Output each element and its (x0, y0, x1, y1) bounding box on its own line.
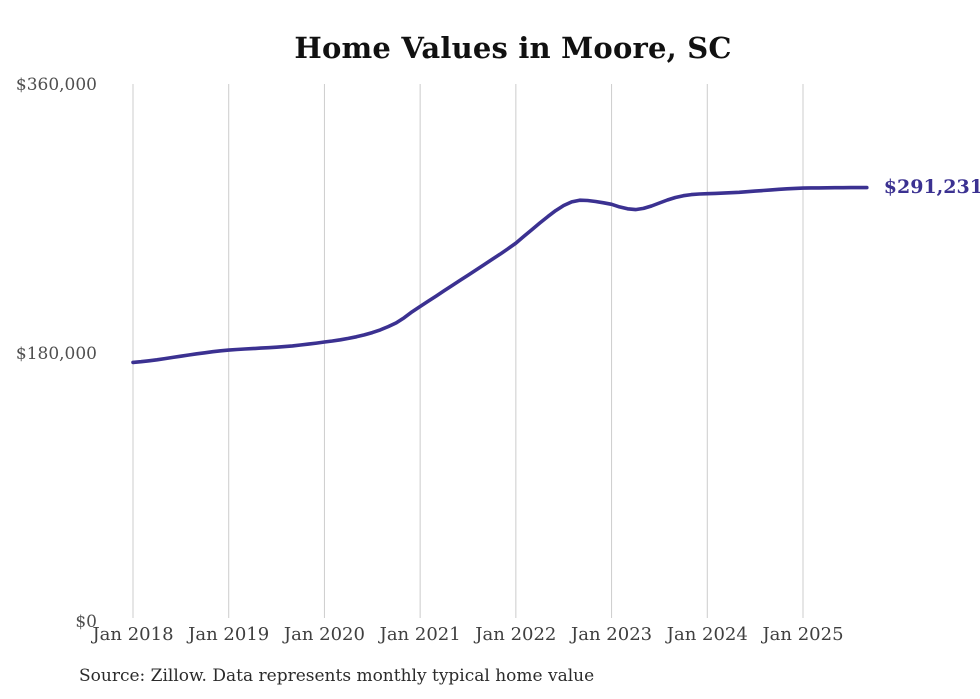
chart-title: Home Values in Moore, SC (294, 31, 732, 65)
latest-value-label: $291,231 (883, 175, 980, 198)
x-axis-tick-label: Jan 2020 (283, 624, 365, 645)
x-axis-tick-label: Jan 2024 (666, 624, 748, 645)
source-note: Source: Zillow. Data represents monthly … (79, 666, 595, 686)
x-axis-tick-label: Jan 2023 (571, 624, 653, 645)
y-axis-tick-label: $180,000 (15, 343, 97, 364)
x-axis-tick-label: Jan 2018 (92, 624, 174, 645)
x-axis-tick-label: Jan 2025 (762, 624, 844, 645)
y-axis-tick-label: $0 (75, 612, 97, 632)
y-axis-tick-label: $360,000 (15, 75, 97, 95)
x-axis-tick-label: Jan 2022 (475, 624, 557, 645)
x-axis-tick-label: Jan 2019 (188, 624, 270, 645)
home-value-line-series (131, 185, 869, 365)
x-axis-tick-label: Jan 2021 (379, 624, 461, 645)
